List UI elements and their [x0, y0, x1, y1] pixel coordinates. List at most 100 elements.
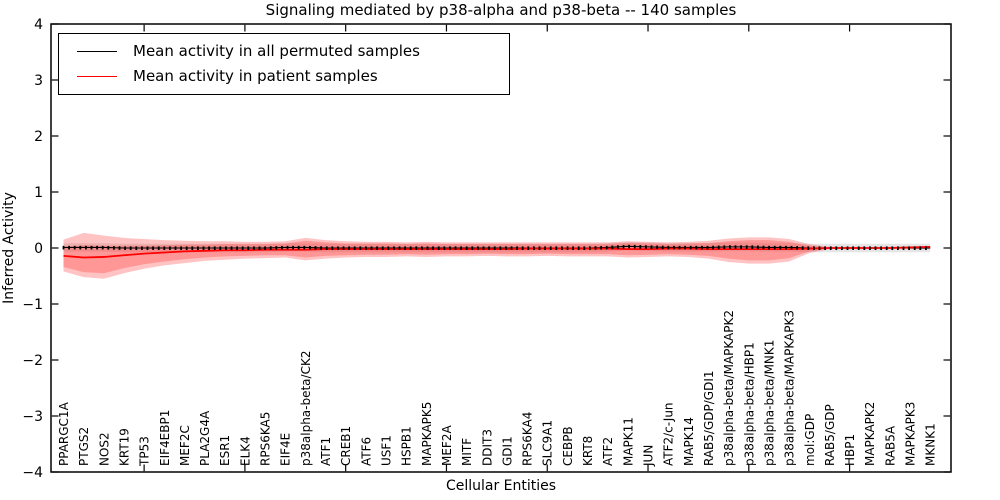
mean-marker-dash [85, 245, 87, 250]
chart-title: Signaling mediated by p38-alpha and p38-… [265, 1, 737, 19]
mean-marker-dash [208, 246, 210, 250]
mean-marker-dash [645, 245, 647, 249]
mean-marker-dash [253, 246, 255, 250]
mean-marker-dash [717, 245, 720, 250]
mean-marker-dash [712, 245, 714, 250]
mean-marker-dash [734, 245, 737, 249]
mean-marker-dash [141, 246, 143, 250]
mean-marker-dash [594, 246, 597, 250]
mean-marker-dash [157, 246, 160, 250]
mean-marker-dash [857, 246, 860, 250]
mean-marker-dash [443, 246, 446, 250]
x-entity-label: ATF6 [359, 437, 373, 466]
mean-marker-dash [818, 246, 821, 250]
mean-marker-dash [561, 246, 563, 250]
mean-marker-dash [118, 246, 121, 250]
y-tick-label: −2 [22, 353, 43, 369]
mean-marker-dash [706, 245, 709, 250]
mean-marker-dash [493, 246, 496, 250]
patient-line-swatch [77, 76, 117, 77]
y-tick-label: 3 [34, 73, 43, 89]
mean-marker-dash [174, 246, 177, 250]
mean-marker-dash [68, 245, 70, 250]
y-tick-label: 4 [34, 17, 43, 33]
mean-marker-dash [404, 246, 406, 250]
mean-marker-dash [269, 246, 272, 250]
legend-entry-patient: Mean activity in patient samples [59, 69, 509, 84]
mean-marker-dash [275, 246, 278, 250]
mean-marker-dash [751, 245, 754, 249]
mean-marker-dash [510, 246, 513, 250]
x-entity-label: SLC9A1 [541, 420, 555, 466]
mean-marker-dash [197, 246, 199, 250]
mean-marker-dash [169, 246, 171, 250]
mean-marker-dash [913, 246, 916, 250]
permuted-line-swatch [77, 51, 117, 52]
x-entity-label: ESR1 [218, 435, 232, 466]
x-entity-label: MAPK14 [682, 417, 696, 466]
patient-std-outer-band [63, 232, 931, 279]
mean-marker-dash [521, 246, 524, 250]
mean-marker-dash [745, 245, 748, 249]
mean-marker-dash [628, 244, 630, 249]
mean-marker-dash [409, 246, 412, 250]
x-entity-label: TP53 [138, 436, 152, 467]
mean-marker-dash [73, 245, 76, 250]
mean-marker-dash [135, 246, 138, 250]
mean-marker-dash [533, 246, 535, 250]
mean-marker-dash [309, 245, 311, 250]
mean-marker-dash [829, 246, 832, 250]
mean-marker-dash [577, 246, 580, 250]
mean-marker-dash [622, 244, 625, 249]
mean-marker-dash [779, 245, 782, 250]
mean-marker-dash [488, 246, 490, 250]
x-entity-label: KRT19 [117, 428, 131, 466]
x-entity-label: MEF2C [178, 425, 192, 466]
mean-marker-dash [633, 244, 636, 249]
x-entity-label: MKNK1 [924, 423, 938, 466]
mean-marker-dash [846, 246, 849, 250]
mean-marker-dash [415, 246, 418, 250]
mean-marker-dash [689, 245, 692, 250]
mean-marker-dash [549, 246, 552, 250]
mean-marker-dash [454, 246, 457, 250]
mean-marker-dash [695, 245, 698, 250]
mean-marker-dash [180, 246, 182, 250]
mean-marker-dash [146, 246, 149, 250]
mean-marker-dash [370, 246, 373, 250]
mean-marker-dash [107, 245, 110, 250]
legend: Mean activity in all permuted samples Me… [58, 33, 510, 95]
mean-marker-dash [96, 245, 98, 250]
mean-marker-dash [807, 246, 810, 250]
mean-marker-dash [611, 245, 614, 250]
y-tick-label: 0 [34, 241, 43, 257]
mean-marker-dash [583, 246, 586, 250]
mean-marker-dash [863, 246, 866, 250]
mean-marker-dash [331, 246, 334, 250]
mean-marker-dash [600, 246, 602, 250]
mean-marker-dash [376, 246, 378, 250]
y-tick-label: 2 [34, 129, 43, 145]
mean-marker-dash [605, 245, 608, 250]
mean-marker-dash [516, 246, 518, 250]
mean-marker-dash [555, 246, 558, 250]
x-entity-label: RAB5A [883, 425, 897, 466]
mean-marker-dash [79, 245, 82, 250]
mean-marker-dash [701, 245, 703, 250]
mean-marker-dash [566, 246, 569, 250]
mean-marker-dash [460, 246, 462, 250]
mean-marker-dash [247, 246, 250, 250]
mean-marker-dash [661, 245, 664, 250]
y-tick-label: −1 [22, 297, 43, 313]
mean-marker-dash [925, 246, 927, 250]
mean-marker-dash [796, 246, 798, 250]
x-entity-label: p38alpha-beta/MAPKAPK2 [722, 310, 736, 466]
mean-marker-dash [152, 246, 154, 250]
mean-marker-dash [841, 246, 843, 250]
x-entity-label: RAB5/GDP/GDI1 [702, 370, 716, 466]
x-entity-label: PPARGC1A [57, 401, 71, 466]
mean-marker-dash [337, 246, 339, 250]
mean-marker-dash [874, 246, 877, 250]
mean-marker-dash [225, 246, 227, 250]
